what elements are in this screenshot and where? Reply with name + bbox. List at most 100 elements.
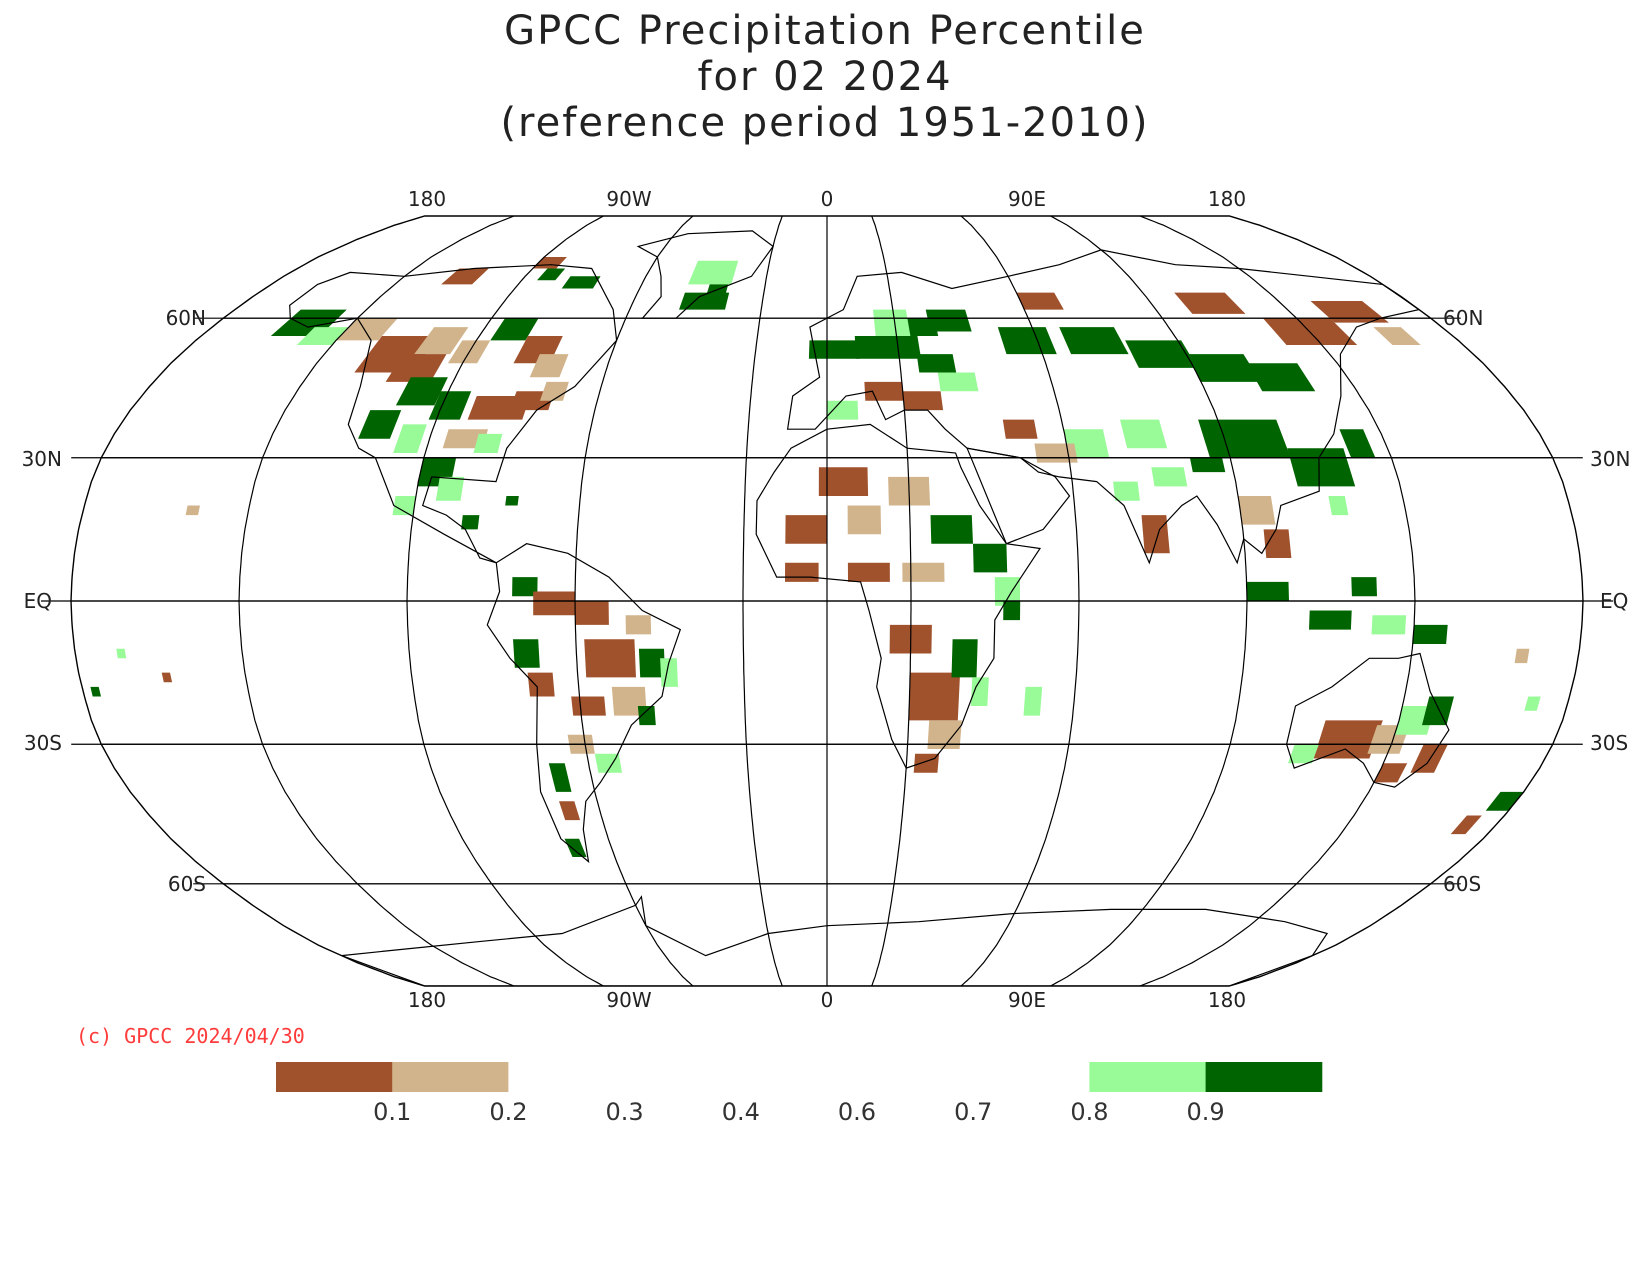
percentile-cell — [185, 505, 200, 516]
lon-label-top: 90E — [1008, 187, 1046, 211]
percentile-cell — [854, 336, 922, 359]
percentile-cell — [1309, 610, 1352, 630]
coastline-eurasia — [786, 249, 1421, 565]
lon-label-bottom: 180 — [408, 988, 446, 1012]
percentile-cell — [270, 309, 347, 336]
lat-label-left: 60S — [168, 872, 206, 896]
percentile-cell — [559, 801, 581, 821]
percentile-cell — [930, 515, 973, 544]
percentile-cell — [688, 260, 739, 285]
percentile-cell — [902, 391, 944, 411]
percentile-cell — [561, 276, 601, 289]
percentile-cell — [908, 672, 961, 721]
percentile-cell — [660, 658, 678, 687]
percentile-cell — [564, 838, 587, 857]
lat-label-left: 60N — [166, 306, 206, 330]
percentile-cell — [1141, 515, 1170, 554]
percentile-cell — [414, 327, 469, 355]
percentile-cell — [913, 753, 940, 773]
percentile-cell — [90, 686, 101, 697]
lon-label-top: 180 — [1208, 187, 1246, 211]
lat-label-right: 60N — [1443, 306, 1483, 330]
percentile-cell — [818, 467, 869, 496]
lat-label-right: 30N — [1590, 447, 1630, 471]
lon-label-bottom: 180 — [1208, 988, 1246, 1012]
percentile-cell — [1412, 624, 1448, 644]
percentile-cell — [785, 562, 819, 582]
percentile-cell — [539, 381, 569, 401]
coastline-arabia — [966, 447, 1071, 545]
percentile-cell — [1373, 763, 1408, 783]
percentile-cell — [161, 672, 173, 683]
lat-label-right: 30S — [1590, 731, 1628, 755]
percentile-cell — [1174, 292, 1246, 314]
percentile-cell — [1351, 577, 1377, 597]
percentile-cell — [441, 268, 489, 285]
percentile-cell — [571, 696, 606, 716]
lon-label-top: 90W — [606, 187, 651, 211]
percentile-cell — [490, 318, 539, 341]
percentile-cell — [1514, 648, 1530, 664]
percentile-cell — [512, 577, 538, 597]
lon-label-top: 0 — [821, 187, 834, 211]
percentile-cell — [1246, 363, 1316, 392]
percentile-cell — [529, 354, 569, 378]
percentile-cell — [461, 515, 480, 530]
percentile-cell — [973, 543, 1008, 573]
percentile-cell — [994, 577, 1021, 606]
percentile-cell — [997, 327, 1057, 355]
percentile-cell — [937, 372, 979, 392]
percentile-cell — [435, 476, 465, 501]
lat-label-left: EQ — [24, 589, 52, 613]
percentile-cell — [505, 496, 519, 506]
percentile-cell — [1524, 696, 1541, 711]
percentile-cell — [1120, 419, 1168, 449]
percentile-cell — [927, 720, 962, 749]
percentile-cell — [1238, 496, 1276, 525]
coastline-greenland — [636, 230, 774, 319]
percentile-cell — [358, 410, 402, 439]
copyright-notice: (c) GPCC 2024/04/30 — [76, 1024, 305, 1048]
percentile-cell — [1263, 529, 1292, 558]
percentile-cell — [1313, 720, 1383, 759]
percentile-cell — [1410, 744, 1448, 773]
percentile-cell — [336, 318, 398, 341]
percentile-cell — [1485, 791, 1524, 811]
percentile-cell — [527, 672, 555, 697]
percentile-cell — [1189, 457, 1226, 473]
percentile-cell — [1198, 419, 1291, 458]
percentile-cell — [827, 400, 859, 420]
percentile-cell — [1016, 292, 1064, 310]
percentile-cell — [951, 639, 978, 678]
percentile-cell — [902, 562, 945, 582]
percentile-cell — [1373, 327, 1421, 345]
percentile-cell — [1288, 744, 1319, 764]
percentile-cell — [513, 639, 540, 668]
lat-label-right: 60S — [1443, 872, 1481, 896]
percentile-cell — [808, 340, 860, 359]
title-line-3: (reference period 1951-2010) — [500, 100, 1150, 146]
map-title: GPCC Precipitation Percentile for 02 202… — [0, 8, 1650, 146]
percentile-cell — [1059, 327, 1129, 355]
percentile-cell — [1310, 301, 1389, 323]
percentile-cell — [1034, 443, 1078, 463]
lon-label-bottom: 90E — [1008, 988, 1046, 1012]
percentile-cell — [679, 292, 730, 310]
percentile-cell — [393, 424, 427, 453]
percentile-cell — [1450, 815, 1482, 835]
lon-label-top: 180 — [408, 187, 446, 211]
percentile-cell — [116, 648, 127, 659]
title-line-1: GPCC Precipitation Percentile — [504, 8, 1146, 54]
coastline-antarctica — [341, 895, 1329, 986]
percentile-cell — [785, 515, 827, 544]
percentile-cell — [970, 677, 989, 706]
percentile-cell — [625, 615, 652, 635]
percentile-cell — [1003, 601, 1021, 621]
percentile-cell — [1151, 467, 1188, 487]
percentile-cell — [473, 433, 503, 453]
percentile-cell — [611, 686, 647, 716]
percentile-cell — [916, 354, 957, 373]
percentile-cell — [1394, 706, 1436, 735]
percentile-cell — [584, 639, 636, 678]
percentile-cell — [575, 601, 609, 625]
